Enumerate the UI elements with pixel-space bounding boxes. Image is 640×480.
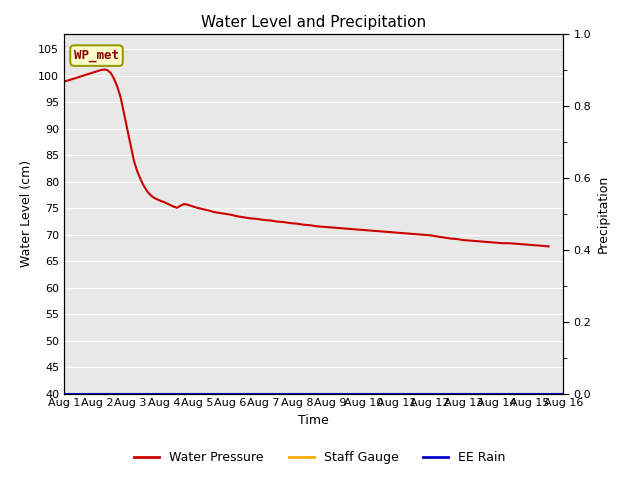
Legend: Water Pressure, Staff Gauge, EE Rain: Water Pressure, Staff Gauge, EE Rain xyxy=(129,446,511,469)
X-axis label: Time: Time xyxy=(298,414,329,427)
Y-axis label: Precipitation: Precipitation xyxy=(597,174,610,253)
Text: WP_met: WP_met xyxy=(74,49,119,62)
Title: Water Level and Precipitation: Water Level and Precipitation xyxy=(201,15,426,30)
Y-axis label: Water Level (cm): Water Level (cm) xyxy=(20,160,33,267)
